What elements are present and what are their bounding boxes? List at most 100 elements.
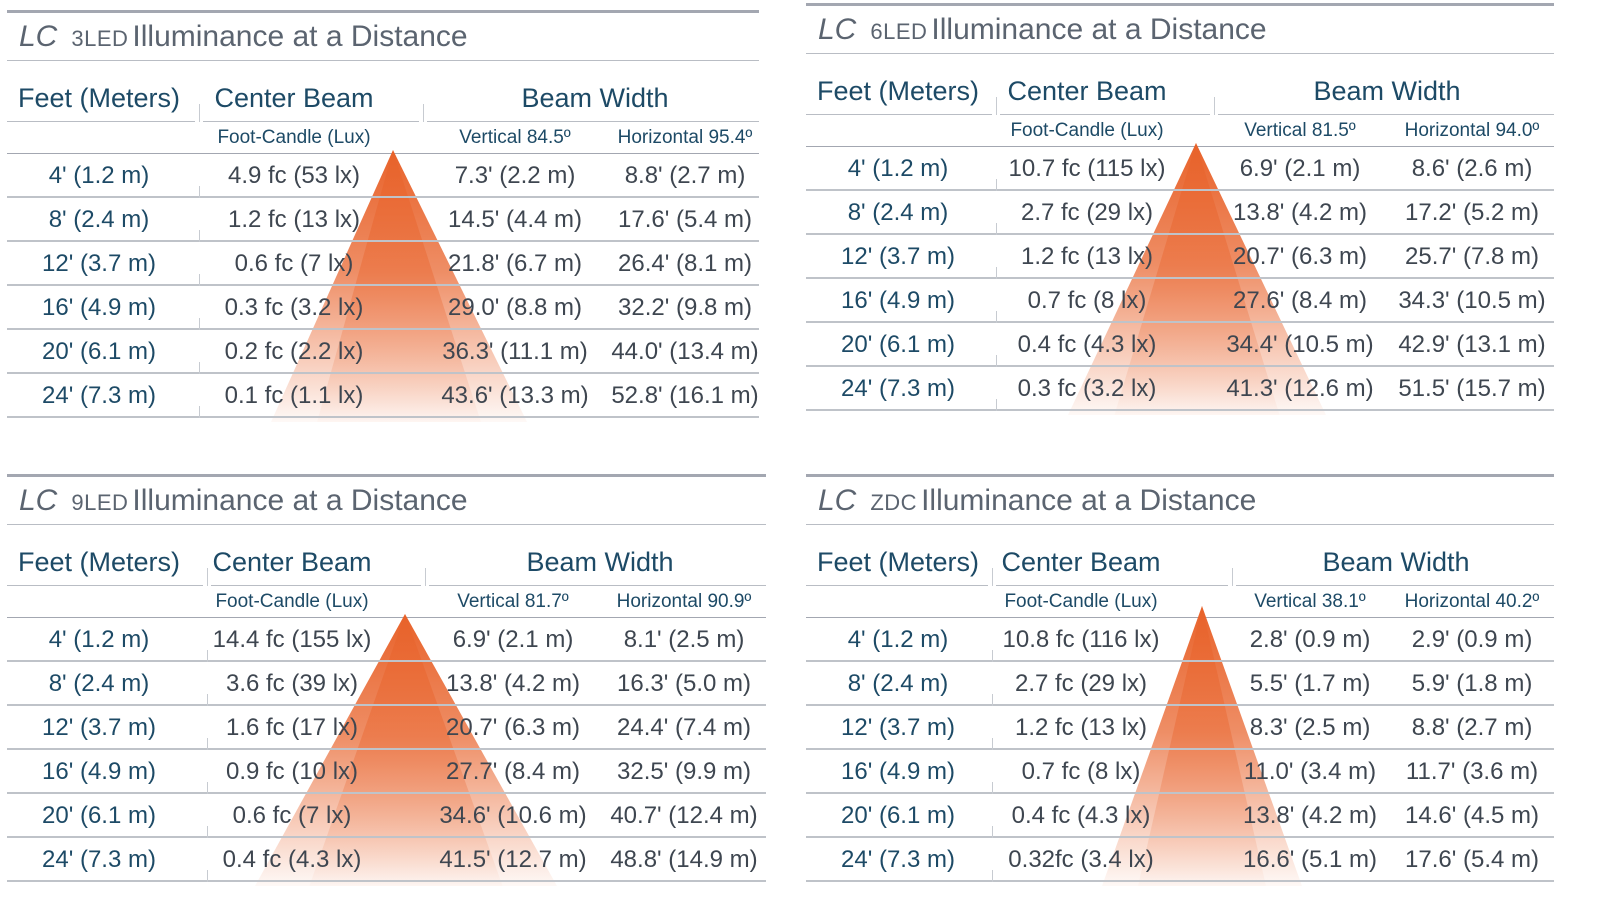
cell-vertical-width: 21.8' (6.7 m) (448, 250, 582, 277)
column-divider (992, 870, 993, 882)
cell-center-beam: 1.2 fc (13 lx) (1020, 243, 1154, 270)
header-rule (7, 121, 195, 122)
subheader-foot-candle: Foot-Candle (Lux) (1004, 591, 1158, 612)
cell-vertical-width: 27.6' (8.4 m) (1233, 287, 1367, 314)
table-row: 4' (1.2 m) 14.4 fc (155 lx) 6.9' (2.1 m) 8.… (7, 618, 766, 662)
header-divider (199, 104, 200, 122)
cell-center-beam: 1.2 fc (13 lx) (227, 206, 361, 233)
table-row: 8' (2.4 m) 1.2 fc (13 lx) 14.5' (4.4 m) 17.… (7, 198, 759, 242)
table-row: 16' (4.9 m) 0.7 fc (8 lx) 11.0' (3.4 m) 11.… (806, 750, 1554, 794)
cell-center-beam: 2.7 fc (29 lx) (1014, 670, 1148, 697)
header-divider (1214, 97, 1215, 115)
title-model: ZDC (870, 490, 918, 515)
panel-top-rule (806, 3, 1554, 6)
cell-distance: 20' (6.1 m) (841, 331, 955, 358)
subheader-vertical: Vertical 81.7º (457, 591, 569, 612)
cell-center-beam: 1.2 fc (13 lx) (1014, 714, 1148, 741)
cell-center-beam: 0.4 fc (4.3 lx) (1017, 331, 1157, 358)
table-row: 8' (2.4 m) 2.7 fc (29 lx) 13.8' (4.2 m) 17.… (806, 191, 1554, 235)
column-divider (207, 870, 208, 882)
cell-horizontal-width: 8.1' (2.5 m) (623, 626, 745, 653)
row-rule (806, 704, 1554, 706)
cell-vertical-width: 11.0' (3.4 m) (1243, 758, 1377, 785)
cell-distance: 8' (2.4 m) (48, 670, 150, 697)
header-center-beam: Center Beam (212, 547, 372, 577)
column-divider (199, 318, 200, 330)
cell-horizontal-width: 48.8' (14.9 m) (610, 846, 758, 873)
cell-distance: 24' (7.3 m) (42, 382, 156, 409)
cell-center-beam: 0.7 fc (8 lx) (1027, 287, 1147, 314)
table-row: 8' (2.4 m) 3.6 fc (39 lx) 13.8' (4.2 m) 16.… (7, 662, 766, 706)
row-rule (806, 189, 1554, 191)
row-rule (7, 416, 759, 418)
cell-vertical-width: 29.0' (8.8 m) (448, 294, 582, 321)
title-brand: LC (818, 13, 857, 46)
cell-distance: 16' (4.9 m) (841, 758, 955, 785)
cell-horizontal-width: 8.8' (2.7 m) (624, 162, 746, 189)
cell-horizontal-width: 24.4' (7.4 m) (617, 714, 751, 741)
cell-distance: 8' (2.4 m) (847, 670, 949, 697)
row-rule (806, 792, 1554, 794)
subheader-vertical: Vertical 84.5º (459, 127, 571, 148)
cell-distance: 20' (6.1 m) (42, 802, 156, 829)
table-row: 12' (3.7 m) 1.2 fc (13 lx) 20.7' (6.3 m) 25… (806, 235, 1554, 279)
cell-distance: 8' (2.4 m) (48, 206, 150, 233)
column-divider (992, 650, 993, 662)
header-rule (7, 585, 203, 586)
cell-distance: 4' (1.2 m) (847, 626, 949, 653)
column-divider (996, 311, 997, 323)
cell-horizontal-width: 44.0' (13.4 m) (611, 338, 759, 365)
header-divider (992, 568, 993, 586)
header-rule (996, 585, 1228, 586)
cell-center-beam: 4.9 fc (53 lx) (227, 162, 361, 189)
column-divider (199, 230, 200, 242)
title-model: 3LED (71, 26, 129, 51)
panel-title: LC ZDC Illuminance at a Distance (818, 480, 1256, 522)
header-divider (207, 568, 208, 586)
cell-center-beam: 0.1 fc (1.1 lx) (224, 382, 364, 409)
row-rule (7, 196, 759, 198)
row-rule (7, 836, 766, 838)
header-beam-width: Beam Width (521, 83, 669, 113)
cell-distance: 4' (1.2 m) (48, 626, 150, 653)
row-rule (806, 321, 1554, 323)
table-row: 20' (6.1 m) 0.2 fc (2.2 lx) 36.3' (11.1 m)… (7, 330, 759, 374)
table-row: 24' (7.3 m) 0.1 fc (1.1 lx) 43.6' (13.3 m)… (7, 374, 759, 418)
column-divider (207, 782, 208, 794)
cell-vertical-width: 16.6' (5.1 m) (1243, 846, 1377, 873)
cell-center-beam: 0.32fc (3.4 lx) (1008, 846, 1154, 873)
cell-horizontal-width: 17.6' (5.4 m) (618, 206, 752, 233)
cell-center-beam: 0.4 fc (4.3 lx) (222, 846, 362, 873)
cell-center-beam: 0.9 fc (10 lx) (225, 758, 359, 785)
cell-distance: 8' (2.4 m) (847, 199, 949, 226)
header-rule (1218, 114, 1554, 115)
cell-vertical-width: 6.9' (2.1 m) (1239, 155, 1361, 182)
subheader-horizontal: Horizontal 40.2º (1404, 591, 1540, 612)
cell-center-beam: 3.6 fc (39 lx) (225, 670, 359, 697)
subheader-foot-candle: Foot-Candle (Lux) (1010, 120, 1164, 141)
title-model: 6LED (870, 19, 928, 44)
cell-horizontal-width: 26.4' (8.1 m) (618, 250, 752, 277)
table-row: 4' (1.2 m) 4.9 fc (53 lx) 7.3' (2.2 m) 8.8'… (7, 154, 759, 198)
table-row: 24' (7.3 m) 0.4 fc (4.3 lx) 41.5' (12.7 m)… (7, 838, 766, 882)
row-rule (806, 277, 1554, 279)
cell-distance: 24' (7.3 m) (841, 846, 955, 873)
column-divider (992, 738, 993, 750)
header-rule (427, 121, 759, 122)
header-feet-meters: Feet (Meters) (17, 547, 181, 577)
cell-horizontal-width: 8.8' (2.7 m) (1411, 714, 1533, 741)
title-text: Illuminance at a Distance (931, 13, 1267, 46)
header-beam-width: Beam Width (1322, 547, 1470, 577)
title-text: Illuminance at a Distance (132, 484, 468, 517)
table-row: 16' (4.9 m) 0.9 fc (10 lx) 27.7' (8.4 m) 32… (7, 750, 766, 794)
table-row: 24' (7.3 m) 0.32fc (3.4 lx) 16.6' (5.1 m) 1… (806, 838, 1554, 882)
table-row: 12' (3.7 m) 1.2 fc (13 lx) 8.3' (2.5 m) 8.8… (806, 706, 1554, 750)
cell-horizontal-width: 25.7' (7.8 m) (1405, 243, 1539, 270)
header-center-beam: Center Beam (214, 83, 374, 113)
cell-center-beam: 1.6 fc (17 lx) (225, 714, 359, 741)
table-row: 20' (6.1 m) 0.4 fc (4.3 lx) 13.8' (4.2 m) 1… (806, 794, 1554, 838)
cell-horizontal-width: 52.8' (16.1 m) (611, 382, 759, 409)
header-center-beam: Center Beam (1001, 547, 1161, 577)
title-rule (806, 53, 1554, 54)
row-rule (806, 365, 1554, 367)
